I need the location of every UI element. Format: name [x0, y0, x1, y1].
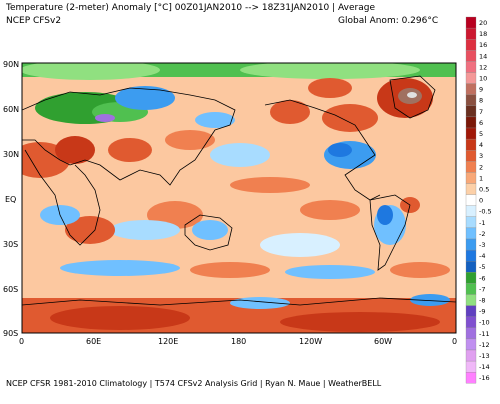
colorbar-label: 9 [479, 86, 483, 94]
map-frame [21, 62, 457, 334]
lon-label: 0 [19, 337, 24, 346]
colorbar-label: -11 [479, 330, 490, 338]
colorbar-swatch [465, 283, 477, 295]
colorbar-label: 5 [479, 130, 483, 138]
colorbar-swatch [465, 238, 477, 251]
colorbar-swatch [465, 16, 477, 29]
colorbar-swatch [465, 138, 477, 151]
model-name: NCEP CFSv2 [6, 16, 62, 26]
colorbar-label: 0 [479, 197, 483, 205]
colorbar-label: -7 [479, 285, 485, 293]
colorbar-swatch [465, 116, 477, 129]
lat-label: 60N [3, 105, 19, 114]
colorbar-swatch [465, 83, 477, 95]
colorbar-swatch [465, 272, 477, 284]
coastlines [22, 75, 456, 306]
colorbar-swatch [465, 205, 477, 217]
colorbar-swatch [465, 150, 477, 162]
colorbar-label: -10 [479, 319, 490, 327]
colorbar-swatch [465, 249, 477, 262]
colorbar: 20 18 16 14 12 10 9 8 7 6 5 4 3 2 1 0.5 0 -0.5 -1 -2 -3 -4 -5 -… [465, 16, 492, 384]
colorbar-label: 6 [479, 119, 483, 127]
colorbar-label: -4 [479, 252, 485, 260]
colorbar-label: -9 [479, 308, 485, 316]
lon-label: 60W [374, 337, 392, 346]
colorbar-swatch [465, 105, 477, 118]
lat-label: 30S [3, 240, 18, 249]
lon-label: 120E [158, 337, 178, 346]
lon-label: 0 [452, 337, 457, 346]
colorbar-label: -0.5 [479, 208, 492, 216]
colorbar-swatch [465, 349, 477, 362]
colorbar-swatch [465, 227, 477, 240]
lat-label: 90S [3, 329, 18, 338]
colorbar-label: 1 [479, 174, 483, 182]
colorbar-swatch [465, 338, 477, 351]
colorbar-swatch [465, 161, 477, 173]
colorbar-label: -6 [479, 274, 485, 282]
lon-label: 120W [299, 337, 322, 346]
colorbar-swatch [465, 183, 477, 195]
colorbar-swatch [465, 360, 477, 373]
colorbar-label: 12 [479, 63, 487, 71]
colorbar-label: 14 [479, 52, 487, 60]
anomaly-field [22, 63, 456, 333]
colorbar-label: -8 [479, 297, 485, 305]
colorbar-label: 4 [479, 141, 483, 149]
colorbar-label: 2 [479, 163, 483, 171]
colorbar-swatch [465, 294, 477, 306]
colorbar-swatch [465, 327, 477, 340]
lon-label: 180 [231, 337, 246, 346]
lat-label: 60S [3, 285, 18, 294]
colorbar-label: -13 [479, 352, 490, 360]
colorbar-swatch [465, 127, 477, 140]
colorbar-label: -12 [479, 341, 490, 349]
colorbar-swatch [465, 50, 477, 62]
colorbar-swatch [465, 61, 477, 73]
colorbar-label: 7 [479, 108, 483, 116]
colorbar-swatch [465, 261, 477, 273]
colorbar-label: 10 [479, 75, 487, 83]
colorbar-label: -5 [479, 263, 485, 271]
lat-label: 30N [3, 150, 19, 159]
colorbar-swatch [465, 94, 477, 106]
colorbar-label: -16 [479, 374, 490, 382]
colorbar-label: -1 [479, 219, 485, 227]
latitude-axis: 90N 60N 30N EQ 30S 60S 90S [3, 60, 19, 338]
colorbar-swatch [465, 172, 477, 184]
colorbar-swatch [465, 305, 477, 317]
colorbar-label: 20 [479, 19, 487, 27]
footer-credits: NCEP CFSR 1981-2010 Climatology | T574 C… [6, 379, 382, 388]
colorbar-label: 0.5 [479, 186, 489, 194]
longitude-axis: 0 60E 120E 180 120W 60W 0 [19, 337, 457, 346]
colorbar-label: -14 [479, 363, 490, 371]
colorbar-swatch [465, 194, 477, 206]
colorbar-swatch [465, 316, 477, 328]
map-title: Temperature (2-meter) Anomaly [°C] 00Z01… [6, 3, 375, 13]
colorbar-swatch [465, 27, 477, 40]
colorbar-label: 18 [479, 30, 487, 38]
colorbar-label: -2 [479, 230, 485, 238]
colorbar-label: 3 [479, 152, 483, 160]
global-anomaly: Global Anom: 0.296°C [338, 16, 439, 26]
colorbar-label: -3 [479, 241, 485, 249]
colorbar-label: 8 [479, 97, 483, 105]
lat-label: 90N [3, 60, 19, 69]
lon-label: 60E [86, 337, 101, 346]
colorbar-swatch [465, 372, 477, 384]
lat-label: EQ [5, 195, 16, 204]
colorbar-swatch [465, 216, 477, 229]
colorbar-swatch [465, 72, 477, 84]
colorbar-label: 16 [479, 41, 487, 49]
colorbar-swatch [465, 39, 477, 51]
